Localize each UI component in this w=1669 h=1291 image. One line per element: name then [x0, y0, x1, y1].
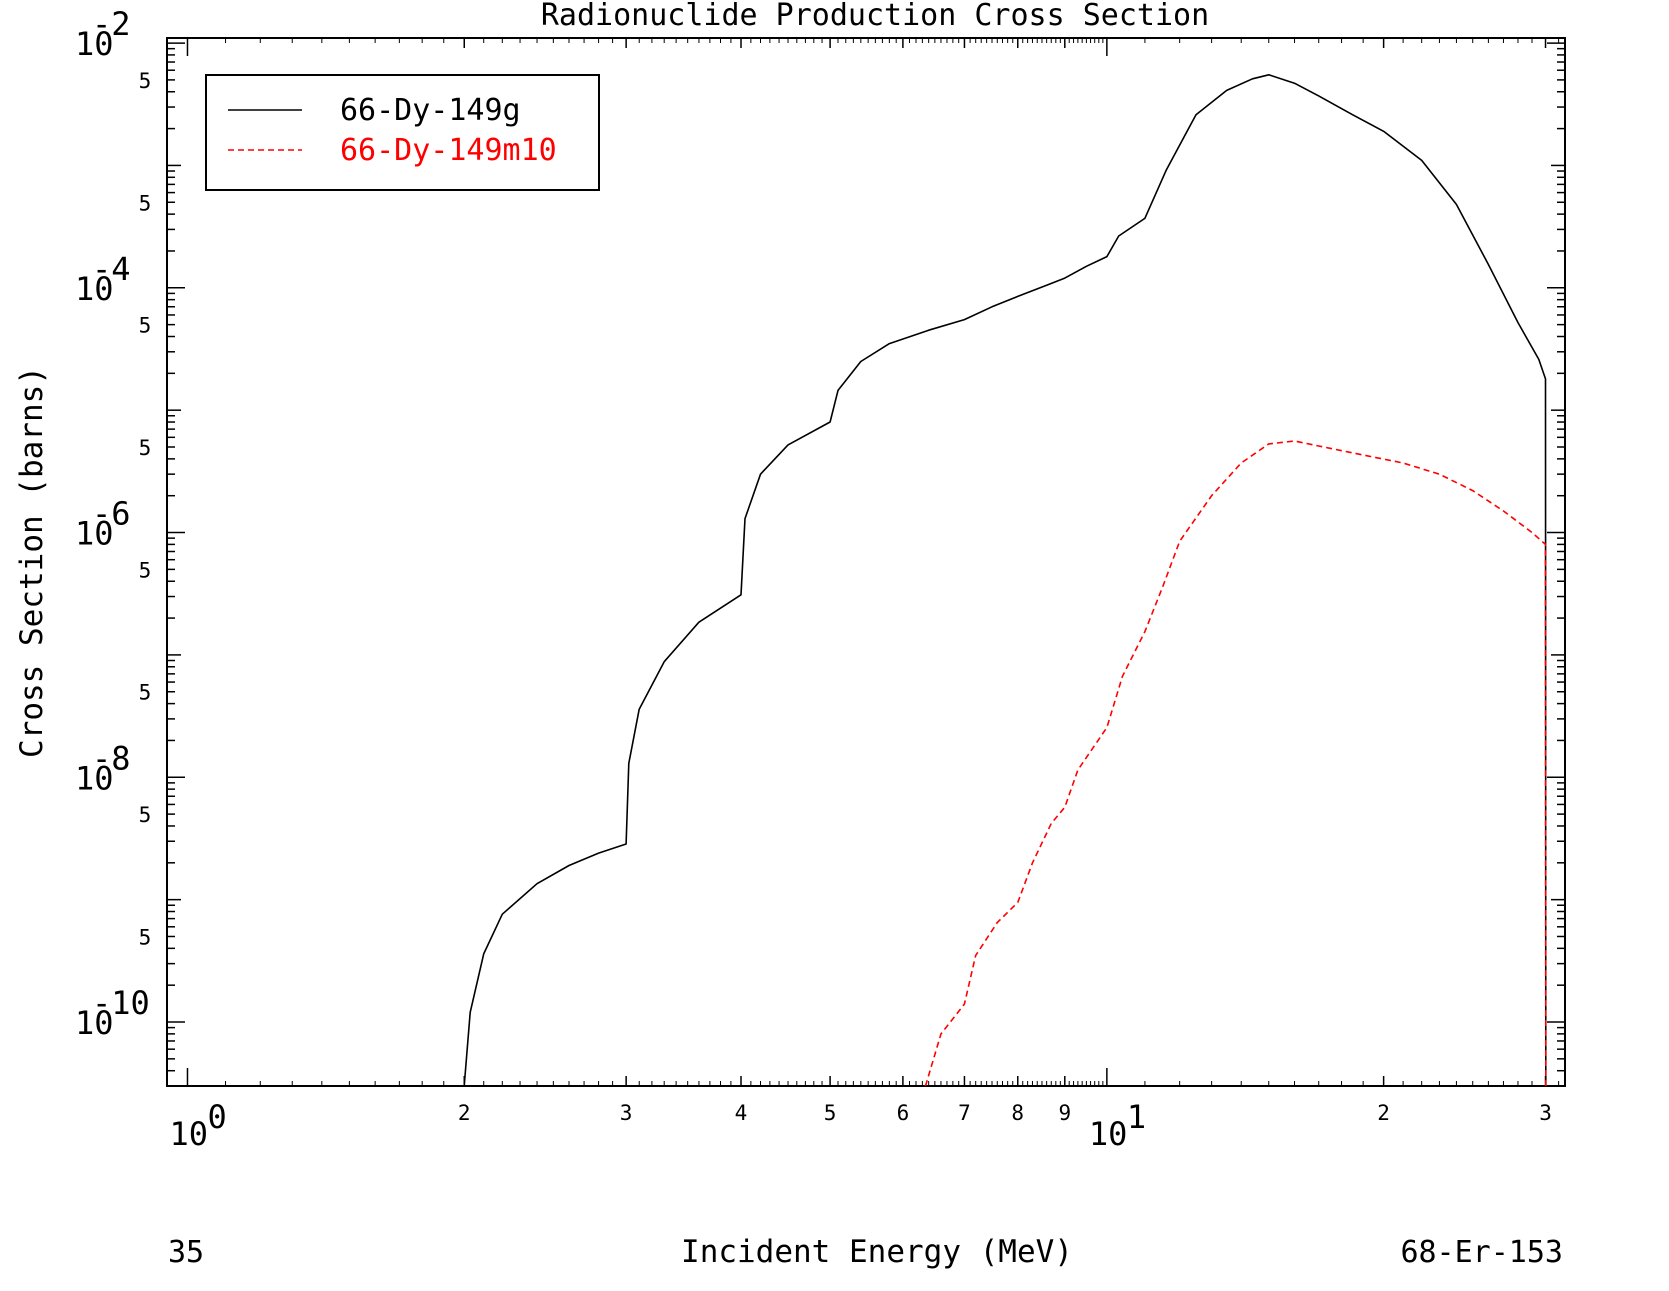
- x-minor-tick-label: 3: [1539, 1101, 1552, 1125]
- y-major-tick-base: 10: [75, 270, 114, 308]
- y-major-tick-label: 10-2: [75, 5, 131, 63]
- x-major-tick-exponent: 1: [1127, 1098, 1146, 1136]
- x-minor-tick-label: 7: [958, 1101, 971, 1125]
- x-minor-tick-label: 5: [824, 1101, 837, 1125]
- x-minor-tick-label: 4: [735, 1101, 748, 1125]
- x-minor-tick-label: 2: [458, 1101, 471, 1125]
- x-minor-tick-label: 6: [897, 1101, 910, 1125]
- y-minor-tick-label: 5: [139, 558, 152, 582]
- y-major-tick-exponent: -10: [92, 984, 150, 1022]
- x-axis-label: Incident Energy (MeV): [681, 1234, 1073, 1270]
- y-minor-tick-label: 5: [139, 191, 152, 215]
- y-major-tick-label: 10-10: [75, 984, 150, 1042]
- x-minor-tick-label: 3: [620, 1101, 633, 1125]
- x-major-tick-label: 10 0: [169, 1098, 226, 1153]
- legend-box: [205, 74, 600, 191]
- chart-title: Radionuclide Production Cross Section: [541, 0, 1209, 33]
- y-major-tick-base: 10: [75, 1004, 114, 1042]
- x-minor-tick-label: 8: [1011, 1101, 1024, 1125]
- y-major-tick-base: 10: [75, 759, 114, 797]
- legend: 66-Dy-149g 66-Dy-149m10: [205, 74, 600, 191]
- x-major-tick-base: 10: [169, 1115, 208, 1153]
- x-minor-tick-label: 2: [1377, 1101, 1390, 1125]
- y-major-tick-exponent: -4: [92, 250, 131, 288]
- y-major-tick-label: 10-4: [75, 250, 131, 308]
- y-minor-tick-label: 5: [139, 69, 152, 93]
- series-line-2: [924, 440, 1547, 1087]
- legend-label-1: 66-Dy-149g: [340, 93, 521, 128]
- footer-right-label: 68-Er-153: [1400, 1235, 1563, 1270]
- y-major-tick-exponent: -2: [92, 5, 131, 43]
- y-major-tick-base: 10: [75, 25, 114, 63]
- y-major-tick-exponent: -8: [92, 739, 131, 777]
- y-axis-label: Cross Section (barns): [14, 366, 50, 758]
- y-minor-tick-label: 5: [139, 925, 152, 949]
- y-major-tick-label: 10-6: [75, 495, 131, 553]
- footer-left-label: 35: [168, 1235, 204, 1270]
- legend-label-2: 66-Dy-149m10: [340, 133, 557, 168]
- y-minor-tick-label: 5: [139, 681, 152, 705]
- y-minor-tick-label: 5: [139, 803, 152, 827]
- y-major-tick-label: 10-8: [75, 739, 131, 797]
- x-minor-tick-label: 9: [1058, 1101, 1071, 1125]
- y-major-tick-exponent: -6: [92, 495, 131, 533]
- y-minor-tick-label: 5: [139, 436, 152, 460]
- x-major-tick-label: 10 1: [1089, 1098, 1146, 1153]
- axis-ticks: 10 0 10 12 3 4 5 6 7 8 9 2 310-210-410-610-810-10555…: [75, 5, 1565, 1153]
- x-major-tick-base: 10: [1089, 1115, 1128, 1153]
- series-line-1: [463, 74, 1547, 1087]
- y-major-tick-base: 10: [75, 515, 114, 553]
- y-minor-tick-label: 5: [139, 314, 152, 338]
- plot-frame: [166, 37, 1566, 1087]
- x-major-tick-exponent: 0: [207, 1098, 226, 1136]
- series-layer: [463, 74, 1547, 1087]
